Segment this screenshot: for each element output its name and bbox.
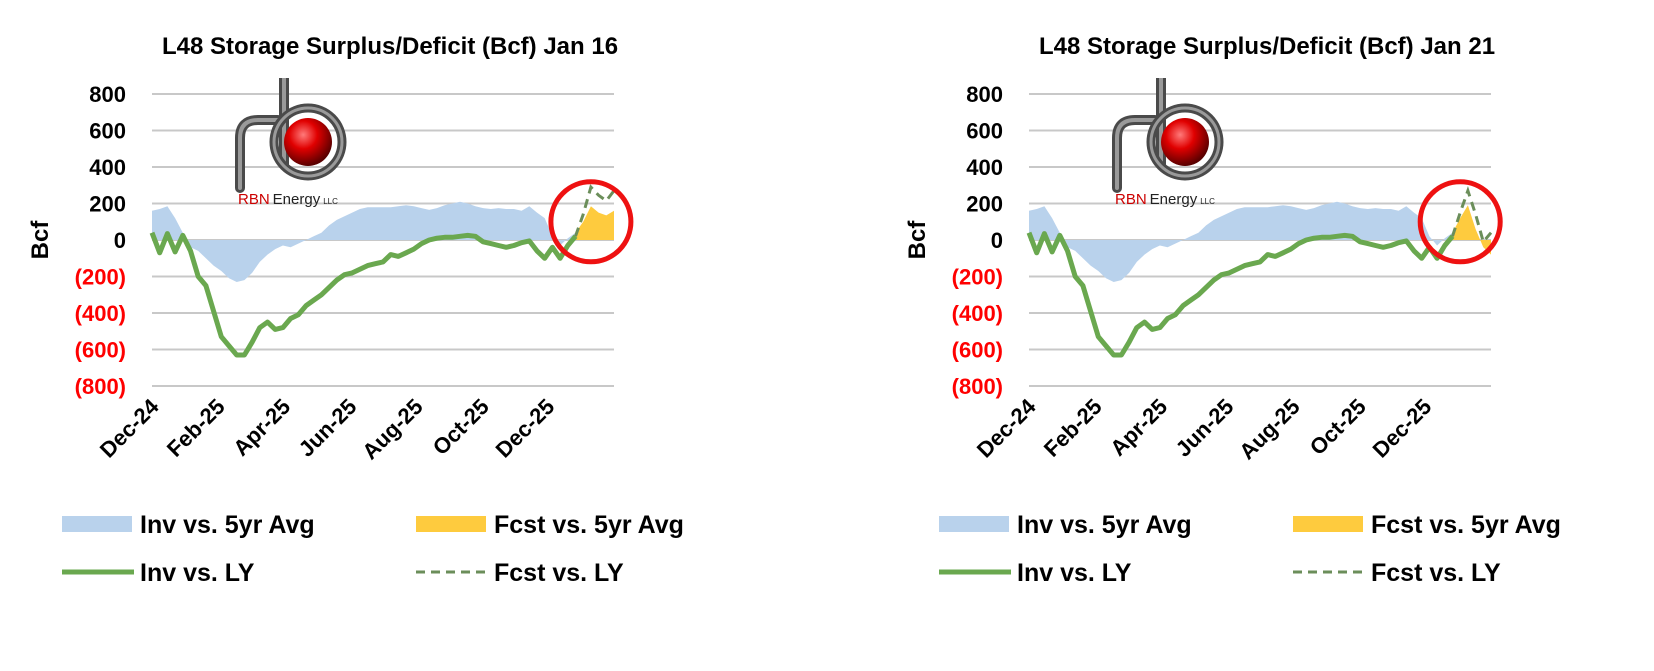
legend-item: Inv vs. 5yr Avg <box>939 511 1192 539</box>
x-tick-label: Jun-25 <box>1171 394 1239 462</box>
x-tick-label: Oct-25 <box>1305 394 1371 460</box>
area-fcst-vs-5yr-avg <box>575 206 614 240</box>
x-tick-label: Aug-25 <box>357 394 427 464</box>
chart-title: L48 Storage Surplus/Deficit (Bcf) Jan 16 <box>162 33 618 60</box>
legend-item: Fcst vs. 5yr Avg <box>416 511 684 539</box>
pipe-loop-highlight-icon <box>1149 106 1221 178</box>
logo-text: RBN Energy LLC <box>238 191 338 208</box>
x-tick-label: Dec-24 <box>972 393 1041 462</box>
line-fcst-vs-ly <box>574 184 616 237</box>
logo-suffix: LLC <box>323 197 338 206</box>
legend-item: Inv vs. LY <box>62 559 255 587</box>
y-tick-label: (200) <box>952 265 1003 290</box>
highlight-circle <box>1417 179 1503 265</box>
legend-label: Inv vs. 5yr Avg <box>1017 511 1192 539</box>
y-tick-label: 0 <box>114 228 126 253</box>
storage-chart-jan-21: L48 Storage Surplus/Deficit (Bcf) Jan 21… <box>904 33 1561 587</box>
legend-item: Fcst vs. LY <box>1293 559 1501 587</box>
x-tick-label: Apr-25 <box>1105 394 1172 461</box>
chart-title: L48 Storage Surplus/Deficit (Bcf) Jan 21 <box>1039 33 1495 60</box>
legend-item: Inv vs. LY <box>939 559 1132 587</box>
y-tick-label: (600) <box>952 338 1003 363</box>
x-tick-label: Feb-25 <box>1039 394 1107 462</box>
legend-label: Inv vs. 5yr Avg <box>140 511 315 539</box>
chart-panel-jan-21: L48 Storage Surplus/Deficit (Bcf) Jan 21… <box>877 0 1654 666</box>
legend-label: Fcst vs. 5yr Avg <box>494 511 684 539</box>
x-tick-label: Aug-25 <box>1234 394 1304 464</box>
y-tick-label: (400) <box>952 301 1003 326</box>
y-tick-label: (200) <box>75 265 126 290</box>
rbn-logo: RBN Energy LLC <box>1112 78 1224 208</box>
logo-brand: RBN <box>1115 191 1147 208</box>
line-inv-vs-ly <box>1026 231 1455 358</box>
area-inv-vs-5yr-avg <box>1029 201 1453 282</box>
y-tick-label: 800 <box>89 82 126 107</box>
logo-name: Energy <box>1150 191 1198 208</box>
legend-item: Fcst vs. 5yr Avg <box>1293 511 1561 539</box>
legend-swatch <box>62 516 132 532</box>
y-tick-label: (600) <box>75 338 126 363</box>
y-tick-label: (400) <box>75 301 126 326</box>
logo-name: Energy <box>273 191 321 208</box>
red-ball-icon <box>284 118 332 166</box>
legend-item: Inv vs. 5yr Avg <box>62 511 315 539</box>
logo-brand: RBN <box>238 191 270 208</box>
x-tick-label: Apr-25 <box>228 394 295 461</box>
highlight-circle <box>548 179 634 265</box>
y-tick-label: 400 <box>89 155 126 180</box>
y-tick-label: 600 <box>966 119 1003 144</box>
legend-swatch <box>939 516 1009 532</box>
legend-label: Fcst vs. LY <box>494 559 624 587</box>
legend-label: Inv vs. LY <box>140 559 255 587</box>
legend-item: Fcst vs. LY <box>416 559 624 587</box>
x-tick-label: Jun-25 <box>294 394 362 462</box>
y-axis-label: Bcf <box>27 220 54 260</box>
legend-swatch <box>1293 516 1363 532</box>
storage-chart-jan-16: L48 Storage Surplus/Deficit (Bcf) Jan 16… <box>27 33 684 587</box>
x-tick-label: Dec-25 <box>1368 394 1437 463</box>
rbn-logo: RBN Energy LLC <box>235 78 347 208</box>
legend-swatch <box>416 516 486 532</box>
pipe-highlight-icon <box>238 118 280 190</box>
y-tick-label: 600 <box>89 119 126 144</box>
legend-label: Fcst vs. 5yr Avg <box>1371 511 1561 539</box>
y-tick-label: 400 <box>966 155 1003 180</box>
area-inv-vs-5yr-avg <box>152 201 576 282</box>
x-tick-label: Oct-25 <box>428 394 494 460</box>
y-tick-label: (800) <box>952 374 1003 399</box>
x-tick-label: Dec-25 <box>491 394 560 463</box>
y-tick-label: 200 <box>966 192 1003 217</box>
legend-label: Fcst vs. LY <box>1371 559 1501 587</box>
line-inv-vs-ly <box>149 231 578 358</box>
red-ball-icon <box>1161 118 1209 166</box>
y-tick-label: 0 <box>991 228 1003 253</box>
y-tick-label: 200 <box>89 192 126 217</box>
y-tick-label: 800 <box>966 82 1003 107</box>
area-fcst-vs-5yr-avg <box>1452 205 1491 255</box>
logo-text: RBN Energy LLC <box>1115 191 1215 208</box>
chart-panel-jan-16: L48 Storage Surplus/Deficit (Bcf) Jan 16… <box>0 0 827 666</box>
x-tick-label: Dec-24 <box>95 393 164 462</box>
x-tick-label: Feb-25 <box>162 394 230 462</box>
pipe-loop-highlight-icon <box>272 106 344 178</box>
legend-label: Inv vs. LY <box>1017 559 1132 587</box>
logo-suffix: LLC <box>1200 197 1215 206</box>
line-fcst-vs-ly <box>1451 186 1493 245</box>
y-axis-label: Bcf <box>904 220 931 260</box>
pipe-highlight-icon <box>1115 118 1157 190</box>
y-tick-label: (800) <box>75 374 126 399</box>
